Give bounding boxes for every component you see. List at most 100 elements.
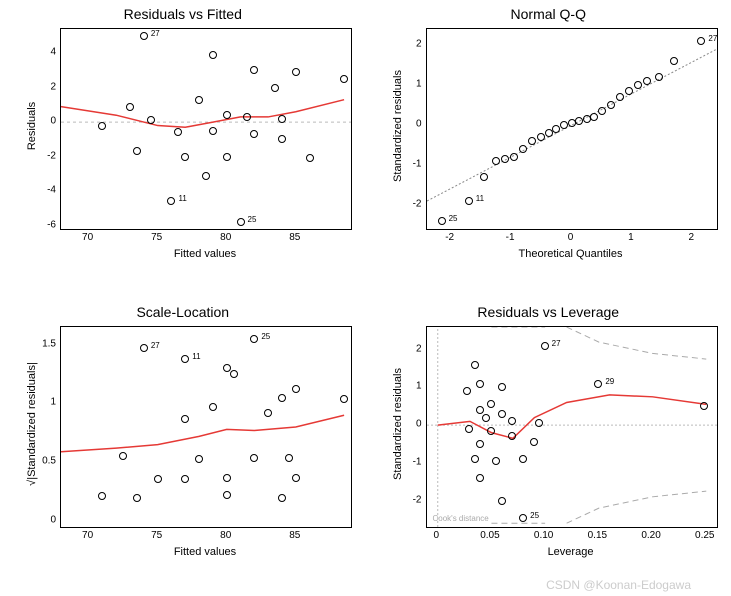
data-point [607, 101, 615, 109]
data-point [292, 385, 300, 393]
data-point [126, 103, 134, 111]
xtick: 85 [289, 232, 300, 243]
data-point [492, 457, 500, 465]
data-point [634, 81, 642, 89]
data-point [119, 452, 127, 460]
data-point [598, 107, 606, 115]
data-point [223, 474, 231, 482]
ytick: -2 [36, 150, 56, 161]
data-point [223, 153, 231, 161]
xlabel: Fitted values [60, 248, 350, 260]
data-point [476, 440, 484, 448]
data-point [498, 410, 506, 418]
data-point [292, 68, 300, 76]
ytick: -1 [402, 159, 422, 170]
ytick: 0 [402, 419, 422, 430]
ytick: 0 [402, 119, 422, 130]
data-point [476, 380, 484, 388]
panel-2: Scale-Location2711257075808500.511.5Fitt… [0, 298, 366, 596]
point-label: 27 [151, 341, 160, 350]
plot-overlay [61, 29, 351, 229]
point-label: 29 [605, 377, 614, 386]
xtick: 75 [151, 530, 162, 541]
xtick: 85 [289, 530, 300, 541]
data-point [250, 130, 258, 138]
ytick: -1 [402, 456, 422, 467]
data-point [230, 370, 238, 378]
data-point [292, 474, 300, 482]
data-point [541, 342, 549, 350]
data-point [465, 425, 473, 433]
data-point [181, 415, 189, 423]
data-point [552, 125, 560, 133]
panel-title: Residuals vs Leverage [366, 304, 731, 320]
ylabel: Residuals [26, 56, 38, 196]
data-point [223, 491, 231, 499]
data-point [471, 361, 479, 369]
xtick: 0.10 [534, 530, 553, 541]
ytick: 0 [36, 116, 56, 127]
data-point [510, 153, 518, 161]
data-point [306, 154, 314, 162]
data-point [340, 75, 348, 83]
panel-title: Normal Q-Q [366, 6, 731, 22]
data-point [264, 409, 272, 417]
data-point [583, 115, 591, 123]
data-point [700, 402, 708, 410]
ytick: 2 [402, 39, 422, 50]
plot-area: 27 11 25 [60, 326, 352, 528]
point-label: 27 [708, 34, 717, 43]
xtick: 80 [220, 232, 231, 243]
point-label: 25 [530, 511, 539, 520]
ytick: 1 [402, 79, 422, 90]
xlabel: Fitted values [60, 546, 350, 558]
point-label: 11 [192, 352, 200, 361]
plot-area: 251127 [426, 28, 718, 230]
data-point [98, 492, 106, 500]
data-point [250, 335, 258, 343]
data-point [655, 73, 663, 81]
point-label: 11 [178, 194, 186, 203]
xtick: 80 [220, 530, 231, 541]
data-point [181, 355, 189, 363]
data-point [670, 57, 678, 65]
xtick: 2 [689, 232, 695, 243]
data-point [465, 197, 473, 205]
data-point [519, 145, 527, 153]
xtick: 0.15 [588, 530, 607, 541]
panel-title: Residuals vs Fitted [0, 6, 366, 22]
data-point [340, 395, 348, 403]
data-point [519, 455, 527, 463]
data-point [575, 117, 583, 125]
xtick: -1 [506, 232, 515, 243]
ylabel: √|Standardized residuals| [26, 354, 38, 494]
point-label: 25 [261, 332, 270, 341]
data-point [278, 494, 286, 502]
ytick: -4 [36, 185, 56, 196]
cooks-label: Cook's distance [433, 514, 489, 523]
data-point [501, 155, 509, 163]
diagnostic-plot-grid: Residuals vs Fitted27112570758085-6-4-20… [0, 0, 731, 596]
ytick: 1 [36, 397, 56, 408]
xtick: 0 [433, 530, 439, 541]
ytick: -2 [402, 199, 422, 210]
data-point [195, 455, 203, 463]
ytick: 4 [36, 47, 56, 58]
xtick: 0.20 [641, 530, 660, 541]
data-point [590, 113, 598, 121]
data-point [209, 127, 217, 135]
data-point [545, 129, 553, 137]
xtick: 0.25 [695, 530, 714, 541]
data-point [528, 137, 536, 145]
data-point [140, 32, 148, 40]
data-point [498, 497, 506, 505]
data-point [697, 37, 705, 45]
xtick: 1 [628, 232, 634, 243]
data-point [174, 128, 182, 136]
data-point [492, 157, 500, 165]
ylabel: Standardized residuals [392, 354, 404, 494]
data-point [471, 455, 479, 463]
ylabel: Standardized residuals [392, 56, 404, 196]
point-label: 11 [476, 194, 484, 203]
data-point [209, 51, 217, 59]
